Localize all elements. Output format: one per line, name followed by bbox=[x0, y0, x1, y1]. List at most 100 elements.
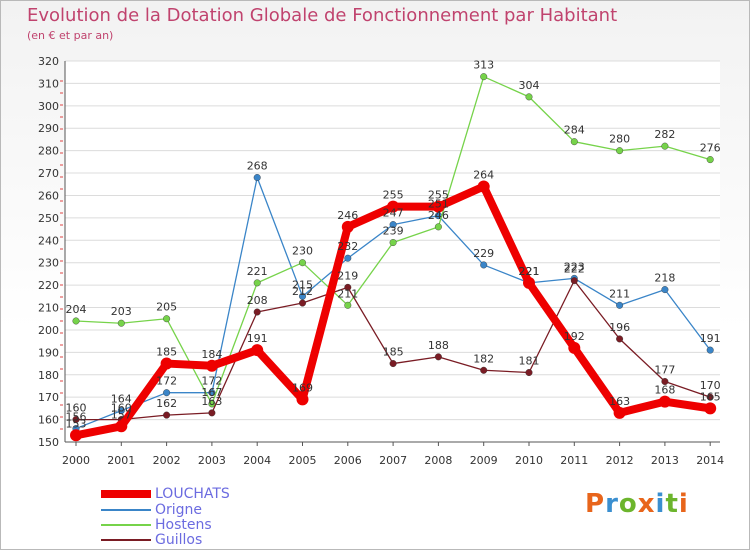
x-tick-label: 2003 bbox=[198, 454, 226, 467]
data-point-hostens bbox=[389, 239, 397, 247]
data-point-origne bbox=[253, 174, 261, 182]
data-point-hostens bbox=[616, 147, 624, 155]
legend-label-hostens: Hostens bbox=[155, 517, 212, 533]
data-point-origne bbox=[389, 221, 397, 229]
data-point-hostens bbox=[661, 142, 669, 150]
x-tick-label: 2007 bbox=[379, 454, 407, 467]
data-point-guillos bbox=[434, 353, 442, 361]
data-label-hostens: 276 bbox=[700, 142, 721, 155]
x-tick-label: 2013 bbox=[651, 454, 679, 467]
data-point-guillos bbox=[299, 299, 307, 307]
data-label-origne: 164 bbox=[111, 393, 132, 406]
data-point-hostens bbox=[299, 259, 307, 267]
data-label-hostens: 313 bbox=[473, 59, 494, 72]
data-point-origne bbox=[661, 286, 669, 294]
data-label-origne: 156 bbox=[66, 411, 87, 424]
data-label-guillos: 182 bbox=[473, 352, 494, 365]
y-tick-label: 270 bbox=[38, 167, 59, 180]
y-tick-label: 200 bbox=[38, 324, 59, 337]
data-label-origne: 218 bbox=[654, 272, 675, 285]
data-label-origne: 247 bbox=[383, 207, 404, 220]
y-tick-label: 320 bbox=[38, 55, 59, 68]
data-point-louchats bbox=[477, 180, 490, 193]
data-label-guillos: 212 bbox=[292, 285, 313, 298]
data-point-hostens bbox=[434, 223, 442, 231]
data-label-louchats: 255 bbox=[383, 189, 404, 202]
data-label-guillos: 196 bbox=[609, 321, 630, 334]
data-point-hostens bbox=[344, 301, 352, 309]
data-label-origne: 223 bbox=[564, 260, 585, 273]
data-point-louchats bbox=[658, 395, 671, 408]
data-point-origne bbox=[344, 254, 352, 262]
data-label-origne: 211 bbox=[609, 287, 630, 300]
data-label-louchats: 165 bbox=[700, 390, 721, 403]
data-point-origne bbox=[163, 389, 171, 397]
data-label-guillos: 181 bbox=[519, 355, 540, 368]
data-label-hostens: 204 bbox=[66, 303, 87, 316]
data-label-origne: 172 bbox=[156, 375, 177, 388]
y-tick-label: 260 bbox=[38, 189, 59, 202]
legend-label-guillos: Guillos bbox=[155, 532, 203, 548]
data-point-louchats bbox=[704, 402, 717, 415]
data-label-louchats: 191 bbox=[247, 332, 268, 345]
legend-item-guillos: Guillos bbox=[101, 532, 203, 548]
data-label-louchats: 246 bbox=[337, 209, 358, 222]
x-tick-label: 2014 bbox=[696, 454, 724, 467]
data-label-origne: 251 bbox=[428, 198, 449, 211]
data-point-hostens bbox=[525, 93, 533, 101]
legend-swatch-guillos bbox=[101, 539, 151, 541]
data-point-louchats bbox=[251, 344, 264, 357]
data-point-hostens bbox=[253, 279, 261, 287]
legend-label-louchats: LOUCHATS bbox=[155, 486, 230, 502]
data-label-hostens: 167 bbox=[201, 386, 222, 399]
y-tick-label: 250 bbox=[38, 212, 59, 225]
data-point-origne bbox=[117, 407, 125, 415]
data-label-hostens: 246 bbox=[428, 209, 449, 222]
data-point-guillos bbox=[570, 277, 578, 285]
legend-swatch-hostens bbox=[101, 524, 151, 526]
data-label-guillos: 219 bbox=[337, 269, 358, 282]
data-point-guillos bbox=[389, 360, 397, 368]
data-label-hostens: 304 bbox=[519, 79, 540, 92]
data-label-origne: 191 bbox=[700, 332, 721, 345]
data-point-louchats bbox=[523, 276, 535, 289]
data-point-louchats bbox=[160, 357, 173, 370]
data-label-guillos: 163 bbox=[201, 395, 222, 408]
data-label-origne: 229 bbox=[473, 247, 494, 260]
data-label-guillos: 208 bbox=[247, 294, 268, 307]
legend-swatch-origne bbox=[101, 509, 151, 511]
data-point-guillos bbox=[253, 308, 261, 316]
data-point-guillos bbox=[706, 393, 714, 401]
data-label-guillos: 177 bbox=[654, 363, 675, 376]
x-tick-label: 2006 bbox=[334, 454, 362, 467]
data-point-louchats bbox=[341, 220, 354, 233]
y-tick-label: 280 bbox=[38, 145, 59, 158]
data-point-louchats bbox=[205, 359, 218, 372]
y-tick-label: 220 bbox=[38, 279, 59, 292]
y-tick-label: 150 bbox=[38, 436, 59, 449]
data-label-guillos: 160 bbox=[111, 402, 132, 415]
plot-area bbox=[65, 61, 720, 442]
data-point-guillos bbox=[480, 366, 488, 374]
data-label-hostens: 280 bbox=[609, 133, 630, 146]
y-tick-label: 210 bbox=[38, 302, 59, 315]
data-point-hostens bbox=[208, 400, 216, 408]
data-label-origne: 215 bbox=[292, 278, 313, 291]
data-label-guillos: 222 bbox=[564, 263, 585, 276]
x-tick-label: 2011 bbox=[560, 454, 588, 467]
data-label-origne: 232 bbox=[337, 240, 358, 253]
x-tick-label: 2002 bbox=[153, 454, 181, 467]
data-point-guillos bbox=[661, 377, 669, 385]
y-tick-label: 290 bbox=[38, 122, 59, 135]
y-tick-label: 180 bbox=[38, 369, 59, 382]
legend-label-origne: Origne bbox=[155, 502, 203, 518]
data-point-guillos bbox=[72, 416, 80, 424]
data-label-guillos: 162 bbox=[156, 397, 177, 410]
data-point-guillos bbox=[525, 369, 533, 377]
data-label-louchats: 168 bbox=[654, 384, 675, 397]
data-label-origne: 172 bbox=[201, 375, 222, 388]
data-label-hostens: 239 bbox=[383, 225, 404, 238]
data-label-guillos: 160 bbox=[66, 402, 87, 415]
legend-item-louchats: LOUCHATS bbox=[101, 486, 230, 502]
